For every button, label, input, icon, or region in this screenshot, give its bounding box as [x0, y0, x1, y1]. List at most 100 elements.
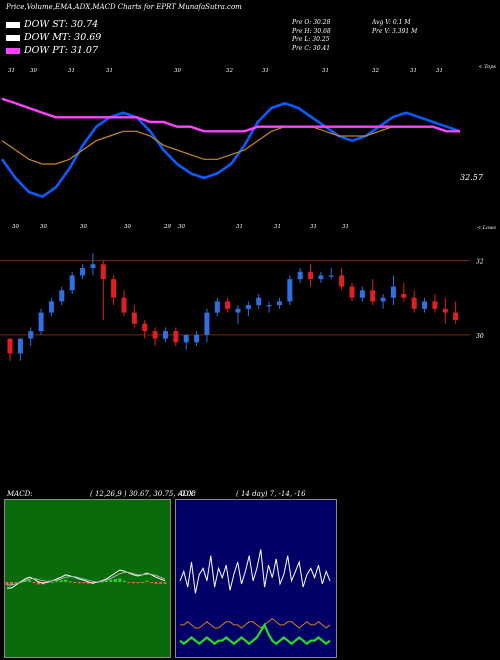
macd-histogram-bar: [127, 582, 131, 583]
ohlc-volume-values: Avg V: 0.1 M Pre V: 3.391 M: [372, 19, 417, 36]
price-level-label: 32: [476, 259, 484, 266]
macd-histogram-bar: [122, 580, 126, 582]
macd-histogram-bar: [64, 579, 68, 582]
ema-bottom-tick-label: 31: [236, 224, 243, 230]
candle-body: [328, 275, 334, 277]
ohlc-close: Pre C: 30.41: [292, 44, 331, 52]
legend-dow-pt: DOW PT: 31.07: [6, 45, 98, 56]
ema-top-tick-label: 32: [372, 68, 379, 74]
ohlc-avg-volume: Avg V: 0.1 M: [372, 19, 411, 26]
candle-body: [28, 331, 34, 339]
candle-body: [308, 271, 314, 280]
candle-body: [38, 312, 44, 332]
candle-body: [225, 301, 231, 309]
legend-label-mt: DOW MT:: [24, 32, 72, 43]
ema-bottom-tick-label: 30: [124, 224, 131, 230]
candle-body: [121, 297, 127, 313]
macd-histogram-bar: [73, 582, 77, 583]
candle-levels: 32 30: [0, 259, 484, 340]
legend-value-pt: 31.07: [70, 45, 99, 56]
macd-histogram-bar: [37, 582, 41, 585]
ema-bottom-tick-label: 30: [178, 224, 185, 230]
ema-bottom-tick-label: 29: [163, 224, 171, 230]
legend-dow-mt: DOW MT: 30.69: [6, 32, 101, 43]
macd-histogram-bar: [82, 582, 86, 584]
macd-histogram-bar: [32, 582, 36, 583]
ohlc-high: Pre H: 30.68: [292, 27, 331, 35]
macd-histogram-bar: [5, 582, 9, 585]
ema-last-value: 32.57: [460, 173, 484, 182]
ema-top-tick-label: 32: [226, 68, 233, 74]
ema-bottom-tick-label: 30: [12, 224, 19, 230]
ema-bottom-tick-label: 31: [310, 224, 317, 230]
ohlc-prev-values: Pre O: 30.28 Pre H: 30.68 Pre L: 30.25 P…: [292, 19, 331, 53]
candle-body: [339, 275, 345, 287]
candle-body: [173, 331, 179, 343]
adx-line: [179, 622, 331, 646]
candle-body: [276, 301, 282, 306]
legend-value-st: 30.74: [70, 19, 99, 30]
macd-histogram-bar: [136, 582, 140, 584]
candle-body: [80, 268, 86, 276]
ema-top-right-label: < Tops: [478, 64, 496, 70]
candle-body: [111, 279, 117, 298]
candle-body: [453, 312, 459, 320]
macd-label: MACD:: [7, 490, 33, 498]
macd-histogram-bar: [140, 582, 144, 583]
ema-top-tick-label: 31: [8, 68, 15, 74]
macd-histogram-bar: [77, 582, 81, 584]
candle-body: [204, 312, 210, 335]
macd-histogram-bar: [14, 582, 18, 584]
ema-top-tick-label: 31: [322, 68, 329, 74]
candle-body: [411, 297, 417, 309]
ohlc-prev-volume: Pre V: 3.391 M: [372, 27, 418, 35]
candle-body: [214, 301, 220, 313]
candle-body: [349, 286, 355, 298]
candlestick-chart: 32 30: [0, 253, 484, 361]
macd-histogram-bar: [109, 579, 113, 582]
ema-bottom-tick-label: 30: [40, 224, 47, 230]
legend-swatch-st: [6, 21, 20, 28]
candle-body: [359, 290, 365, 298]
candle-body: [432, 301, 438, 309]
adx-label: ADX: [178, 490, 194, 498]
legend-label-pt: DOW PT:: [24, 45, 68, 56]
macd-lines: [5, 569, 167, 589]
ema-top-tick-label: 31: [262, 68, 269, 74]
candle-body: [266, 305, 272, 307]
ema-bottom-tick-label: 30: [80, 224, 87, 230]
macd-histogram-bar: [68, 581, 72, 583]
candle-body: [194, 334, 200, 343]
macd-histogram-bar: [59, 580, 63, 582]
ema-bottom-labels: 30 30 30 30 29 30 31 31 31 31: [12, 224, 349, 230]
candle-body: [90, 264, 96, 268]
candle-body: [162, 331, 168, 339]
candle-body: [401, 294, 407, 298]
ema-line-pt: [1, 97, 460, 133]
legend-dow-st: DOW ST: 30.74: [6, 19, 98, 30]
ema-top-tick-label: 31: [68, 68, 75, 74]
ema-top-tick-label: 31: [410, 68, 417, 74]
adx-minus-di-line: [180, 617, 331, 629]
macd-histogram-bar: [50, 582, 54, 583]
candle-body: [370, 290, 376, 302]
price-level-label: 30: [476, 333, 484, 340]
macd-histogram-bar: [86, 582, 90, 584]
candle-body: [318, 275, 324, 280]
adx-lines: [179, 549, 331, 646]
ema-top-tick-label: 31: [436, 68, 443, 74]
legend-swatch-pt: [6, 47, 20, 54]
macd-histogram-bar: [10, 582, 14, 585]
candle-body: [59, 290, 65, 302]
candle-body: [17, 338, 23, 354]
ohlc-open: Pre O: 30.28: [292, 19, 331, 26]
legend-value-mt: 30.69: [74, 32, 102, 43]
candle-body: [245, 305, 251, 309]
macd-histogram-bar: [149, 582, 153, 583]
candle-body: [442, 308, 448, 313]
chart-header-title: Price,Volume,EMA,ADX,MACD Charts for EPR…: [6, 3, 242, 11]
candle-body: [235, 308, 241, 313]
ema-bottom-tick-label: 31: [342, 224, 349, 230]
adx-params: ( 14 day) 7, -14, -16: [236, 490, 306, 498]
candle-body: [142, 323, 148, 332]
